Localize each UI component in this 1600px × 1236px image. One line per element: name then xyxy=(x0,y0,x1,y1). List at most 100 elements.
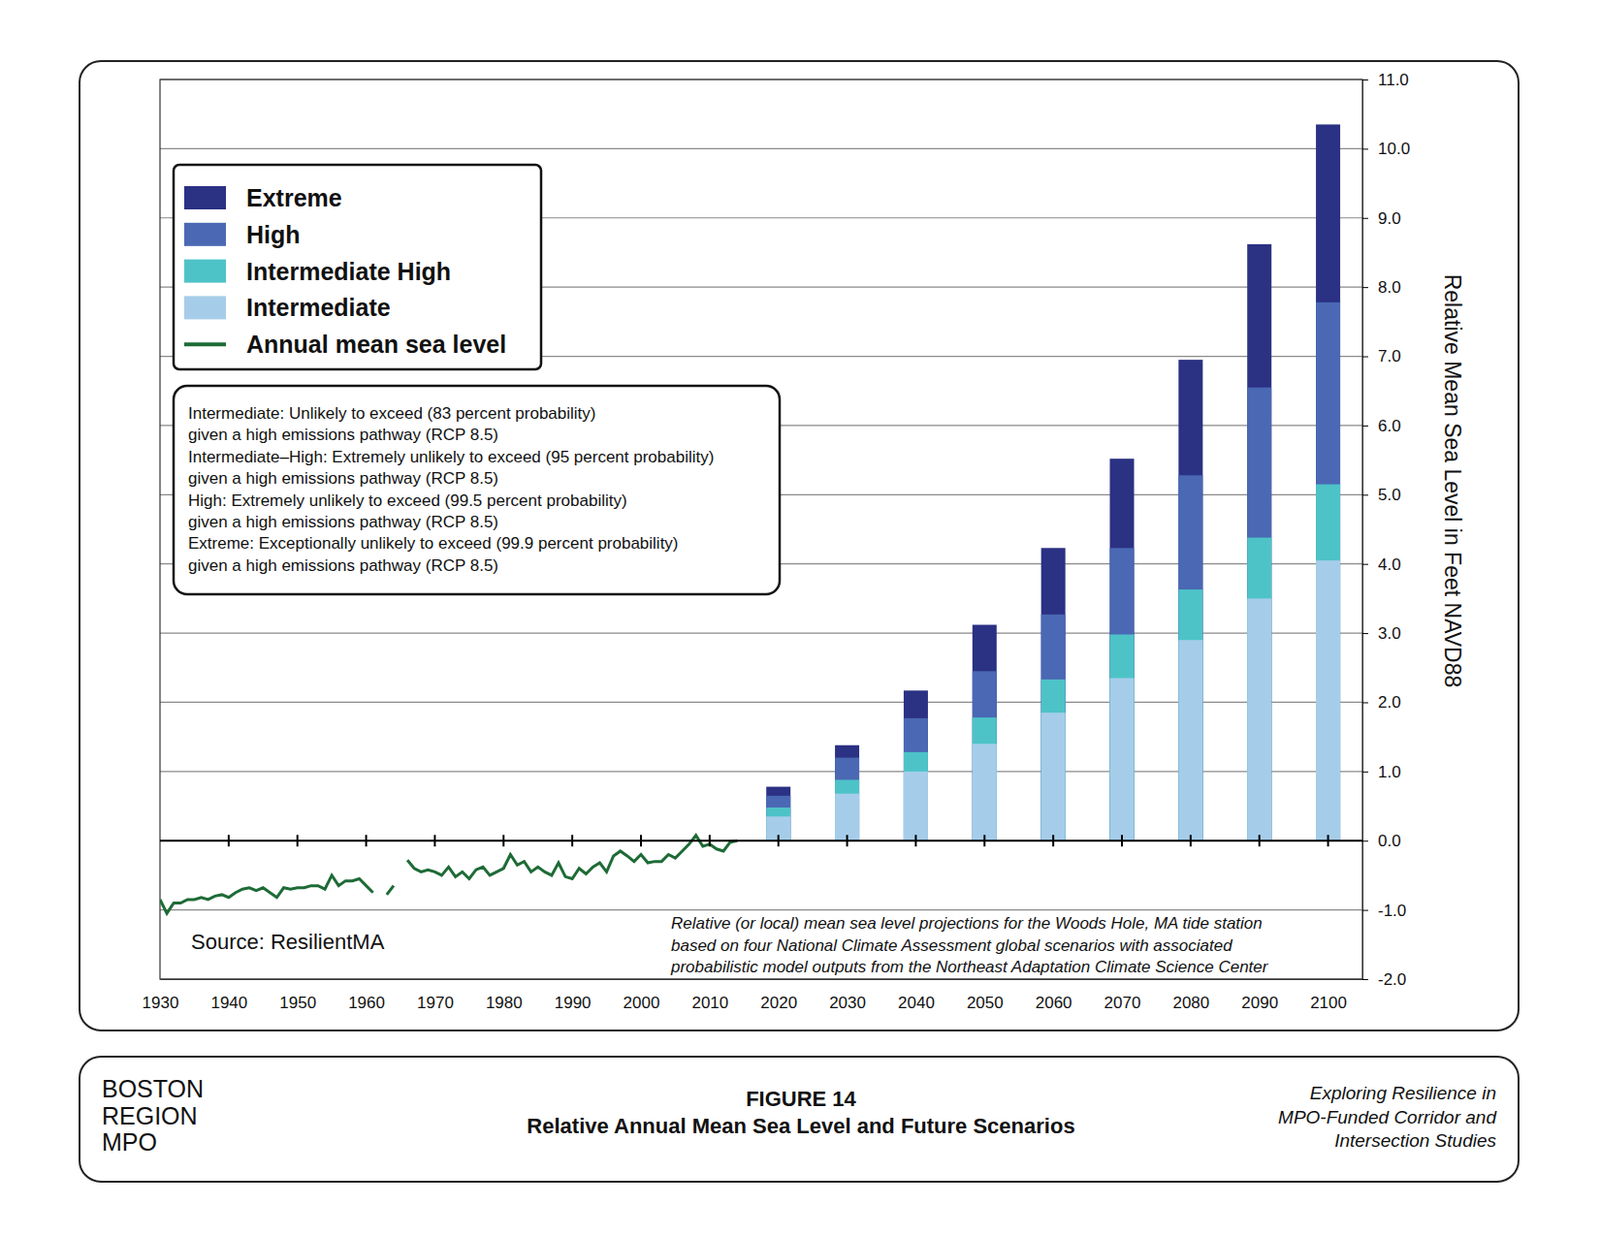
note-line: Intermediate: Unlikely to exceed (83 per… xyxy=(188,404,597,423)
legend: Extreme High Intermediate High Intermediate… xyxy=(173,164,542,370)
y-tick: 0.0 xyxy=(1362,832,1402,851)
report-title: Intersection Studies xyxy=(1334,1130,1497,1152)
y-tick: 7.0 xyxy=(1362,347,1402,366)
x-tick: 2010 xyxy=(691,979,729,1013)
y-tick-mark xyxy=(1362,979,1369,981)
x-tick: 2100 xyxy=(1310,979,1347,1013)
zero-tick xyxy=(1120,834,1123,847)
y-tick-mark xyxy=(1362,287,1369,288)
bar xyxy=(1247,598,1272,841)
zero-tick xyxy=(571,834,574,847)
chart-frame xyxy=(79,61,1519,1031)
bar xyxy=(834,779,860,841)
zero-tick xyxy=(1258,834,1261,847)
y-tick-label: 5.0 xyxy=(1377,485,1402,505)
y-tick: 5.0 xyxy=(1362,485,1402,505)
x-tick: 2070 xyxy=(1104,979,1142,1013)
bar xyxy=(1178,359,1203,841)
x-tick-label: 1970 xyxy=(416,993,454,1013)
x-tick: 2050 xyxy=(966,979,1004,1013)
legend-box xyxy=(173,164,542,370)
zero-tick xyxy=(983,834,986,847)
y-tick-mark xyxy=(1362,910,1369,912)
y-tick-label: 10.0 xyxy=(1377,139,1410,159)
x-tick: 2060 xyxy=(1035,979,1073,1013)
x-tick: 2080 xyxy=(1172,979,1210,1013)
note-line: given a high emissions pathway (RCP 8.5) xyxy=(188,556,499,576)
x-tick: 2030 xyxy=(829,979,866,1013)
y-axis-title: Relative Mean Sea Level in Feet NAVD88 xyxy=(1440,274,1466,689)
y-tick-mark xyxy=(1362,840,1369,842)
bar xyxy=(1041,712,1066,841)
zero-tick xyxy=(1052,834,1055,847)
note-line: given a high emissions pathway (RCP 8.5) xyxy=(188,425,499,445)
station-note: based on four National Climate Assessmen… xyxy=(671,936,1233,956)
x-tick-label: 1960 xyxy=(348,993,385,1013)
organization: BOSTON xyxy=(101,1075,204,1103)
y-tick-label: 7.0 xyxy=(1377,347,1402,366)
bar xyxy=(903,771,928,841)
legend-label: Annual mean sea level xyxy=(246,330,507,358)
footer-frame xyxy=(79,1056,1519,1183)
x-tick: 1970 xyxy=(416,979,454,1013)
zero-tick xyxy=(1327,834,1330,847)
zero-tick xyxy=(846,834,849,847)
y-tick: -1.0 xyxy=(1362,901,1407,921)
bar xyxy=(1315,560,1341,841)
x-tick-label: 2040 xyxy=(897,993,935,1013)
y-tick-label: -2.0 xyxy=(1377,970,1407,990)
bar xyxy=(1247,387,1272,842)
bar xyxy=(972,625,997,842)
bar-series xyxy=(766,302,1341,841)
x-tick: 2090 xyxy=(1241,979,1279,1013)
bar xyxy=(1110,677,1135,841)
note-line: Intermediate–High: Extremely unlikely to… xyxy=(188,448,714,467)
grid-line xyxy=(160,909,1363,911)
legend-swatch xyxy=(184,259,226,284)
grid-line xyxy=(160,840,1363,842)
legend-label: Intermediate High xyxy=(246,257,451,286)
x-tick: 1930 xyxy=(142,979,180,1013)
x-axis: 1930194019501960197019801990200020102020… xyxy=(142,979,1364,1013)
y-tick-label: 11.0 xyxy=(1377,70,1409,90)
y-tick-mark xyxy=(1362,494,1369,496)
source: Source: ResilientMA xyxy=(191,929,385,955)
x-tick-label: 2050 xyxy=(966,993,1004,1013)
y-tick: 10.0 xyxy=(1362,139,1410,159)
y-tick-label: -1.0 xyxy=(1377,901,1407,921)
y-tick-mark xyxy=(1362,425,1369,427)
zero-tick xyxy=(914,834,917,847)
x-tick: 2020 xyxy=(760,979,798,1013)
bar-series xyxy=(766,560,1341,841)
x-tick: 2000 xyxy=(623,979,661,1013)
x-tick-label: 2030 xyxy=(829,993,866,1013)
bar xyxy=(1110,458,1135,841)
x-tick-label: 1950 xyxy=(279,993,317,1013)
x-tick-label: 2090 xyxy=(1241,993,1279,1013)
bar xyxy=(1315,302,1341,841)
plot-marks xyxy=(160,124,1341,914)
x-tick: 1990 xyxy=(554,979,592,1013)
y-tick-mark xyxy=(1362,218,1369,220)
grid-line xyxy=(160,148,1363,150)
legend-swatch xyxy=(184,186,226,210)
grid xyxy=(160,79,1363,980)
bar-series xyxy=(766,124,1341,841)
y-tick-label: 9.0 xyxy=(1377,209,1402,228)
bar xyxy=(903,718,928,841)
bar xyxy=(1041,547,1066,841)
zero-tick xyxy=(365,834,368,847)
zero-tick xyxy=(433,834,436,847)
organization: REGION xyxy=(101,1102,198,1130)
x-tick-label: 2080 xyxy=(1172,993,1210,1013)
y-tick-mark xyxy=(1362,564,1369,566)
x-tick: 1980 xyxy=(485,979,523,1013)
y-tick-mark xyxy=(1362,79,1369,81)
x-tick: 1950 xyxy=(279,979,317,1013)
legend-label: Extreme xyxy=(246,184,343,212)
legend-label: High xyxy=(246,221,301,249)
legend-label: Intermediate xyxy=(246,293,391,321)
station-note: probabilistic model outputs from the Nor… xyxy=(670,958,1270,977)
probability-note: Intermediate: Unlikely to exceed (83 per… xyxy=(173,385,780,595)
y-tick: 6.0 xyxy=(1362,416,1402,436)
